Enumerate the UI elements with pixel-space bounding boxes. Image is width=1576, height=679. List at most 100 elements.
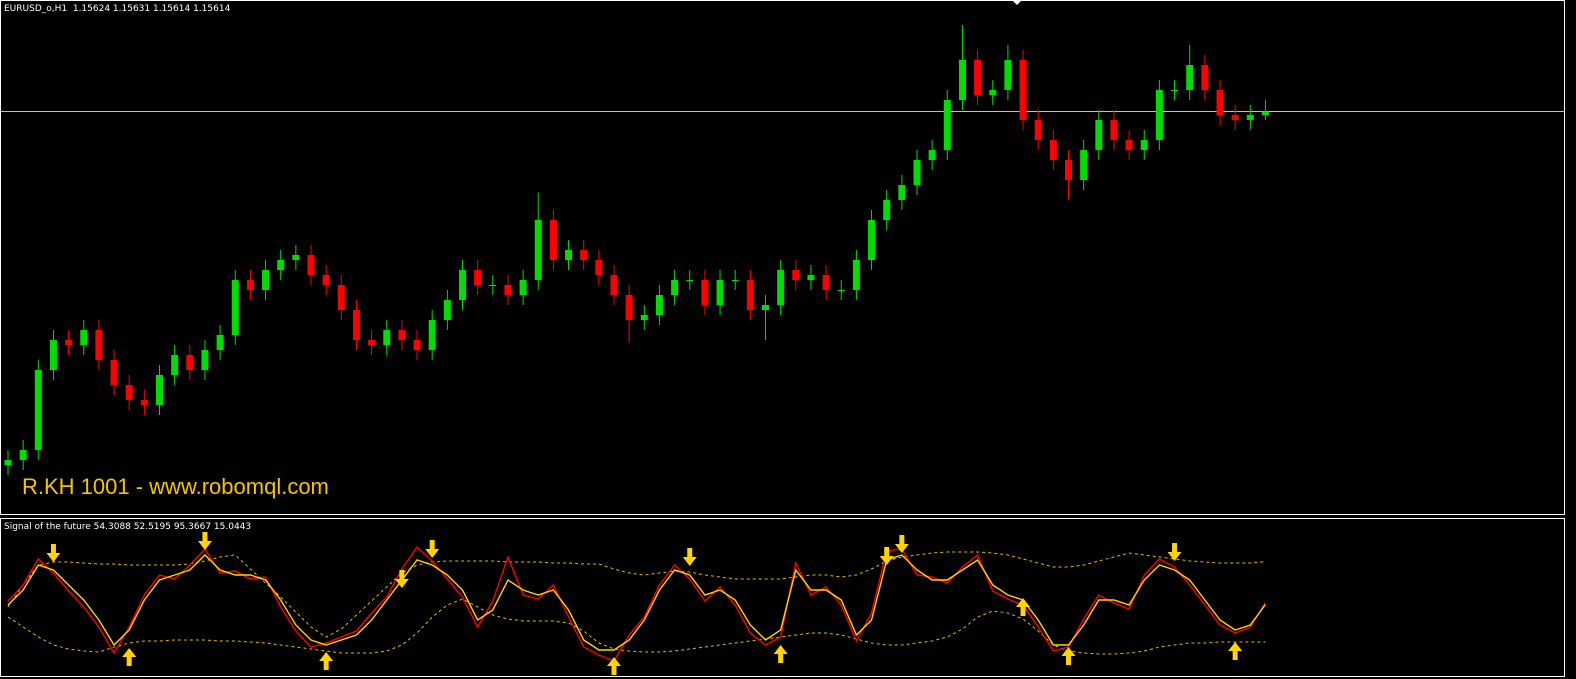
candle-body: [125, 385, 133, 400]
candle-body: [1019, 60, 1027, 120]
candle-body: [1110, 120, 1118, 140]
buy-arrow: [607, 657, 621, 675]
candle-body: [171, 355, 179, 375]
candle-body: [307, 255, 315, 275]
candle-body: [216, 335, 224, 350]
candle-body: [1004, 60, 1012, 90]
candle-body: [65, 340, 73, 345]
candle-body: [686, 280, 694, 281]
candle-body: [1140, 140, 1148, 150]
candle-body: [534, 220, 542, 280]
candle-body: [19, 450, 27, 460]
candle-body: [1065, 160, 1072, 180]
candle-body: [398, 330, 406, 340]
candle-body: [201, 350, 209, 370]
candle-body: [655, 295, 663, 315]
candle-body: [777, 270, 785, 305]
price-header: EURUSD_o,H1 1.15624 1.15631 1.15614 1.15…: [4, 4, 231, 14]
candle-body: [595, 260, 603, 275]
candle-body: [246, 280, 254, 290]
candle-body: [852, 260, 860, 290]
candle-body: [231, 280, 239, 335]
candle-body: [1080, 150, 1088, 180]
candle-body: [883, 200, 891, 220]
candle-body: [974, 60, 982, 95]
signal-line: [7, 554, 1267, 651]
candle-body: [989, 90, 997, 95]
candle-body: [837, 290, 845, 291]
candle-body: [337, 285, 345, 310]
signal-line: [7, 545, 1267, 662]
candle-body: [322, 275, 330, 285]
candle-body: [1049, 140, 1057, 160]
candle-body: [1125, 140, 1133, 150]
candle-body: [4, 460, 12, 465]
candle-body: [1034, 120, 1042, 140]
buy-arrow: [1016, 598, 1031, 616]
candle-body: [368, 340, 376, 345]
candle-body: [474, 270, 482, 285]
sell-arrow: [1167, 543, 1182, 561]
buy-arrow: [1228, 642, 1243, 660]
main-panel-border: [0, 0, 1565, 515]
indicator-panel: [7, 532, 1267, 675]
candle-body: [110, 360, 118, 385]
candle-body: [519, 280, 527, 295]
candle-body: [95, 330, 103, 360]
candle-body: [428, 320, 436, 350]
candle-body: [716, 280, 724, 305]
candle-body: [80, 330, 88, 345]
buy-arrow: [1061, 647, 1076, 665]
candle-body: [262, 270, 270, 290]
sell-arrow: [394, 570, 409, 588]
candle-body: [352, 310, 360, 340]
price-panel: [1, 25, 1564, 475]
buy-arrow: [122, 648, 137, 666]
candle-body: [943, 100, 951, 150]
candle-body: [1246, 115, 1254, 120]
candle-body: [610, 275, 618, 295]
sell-arrow: [682, 548, 697, 566]
candle-body: [1171, 90, 1179, 91]
candle-body: [958, 60, 966, 100]
candle-body: [625, 295, 633, 320]
candle-body: [1155, 90, 1163, 140]
sell-arrow: [197, 532, 212, 550]
candle-body: [640, 315, 648, 320]
candle-body: [928, 150, 936, 160]
candle-body: [807, 275, 815, 280]
candle-body: [731, 280, 739, 281]
candle-body: [34, 370, 42, 450]
candle-body: [443, 300, 451, 320]
buy-arrow: [773, 645, 788, 663]
candle-body: [1201, 65, 1209, 90]
candle-body: [1095, 120, 1103, 150]
indicator-header: Signal of the future 54.3088 52.5195 95.…: [4, 522, 251, 532]
sell-arrow: [46, 544, 61, 562]
candle-body: [489, 285, 497, 286]
candle-body: [822, 275, 830, 290]
candle-body: [1216, 90, 1224, 115]
sell-arrow: [425, 540, 440, 558]
watermark: R.KH 1001 - www.robomql.com: [22, 474, 329, 499]
sub-panel-border: [0, 518, 1565, 677]
candle-body: [156, 375, 163, 405]
candle-body: [1261, 111, 1269, 115]
candle-body: [277, 260, 285, 270]
candle-body: [186, 355, 194, 370]
candle-body: [565, 250, 573, 260]
candle-body: [898, 185, 906, 200]
candle-body: [1186, 65, 1194, 90]
sell-arrow: [879, 547, 894, 565]
band-line: [7, 598, 1266, 655]
candle-body: [792, 270, 800, 280]
candle-body: [1231, 115, 1239, 120]
candle-body: [292, 255, 300, 260]
candle-body: [413, 340, 421, 350]
candle-body: [671, 280, 679, 295]
candle-body: [140, 400, 148, 405]
candle-body: [549, 220, 557, 260]
shift-marker: [1012, 0, 1022, 5]
